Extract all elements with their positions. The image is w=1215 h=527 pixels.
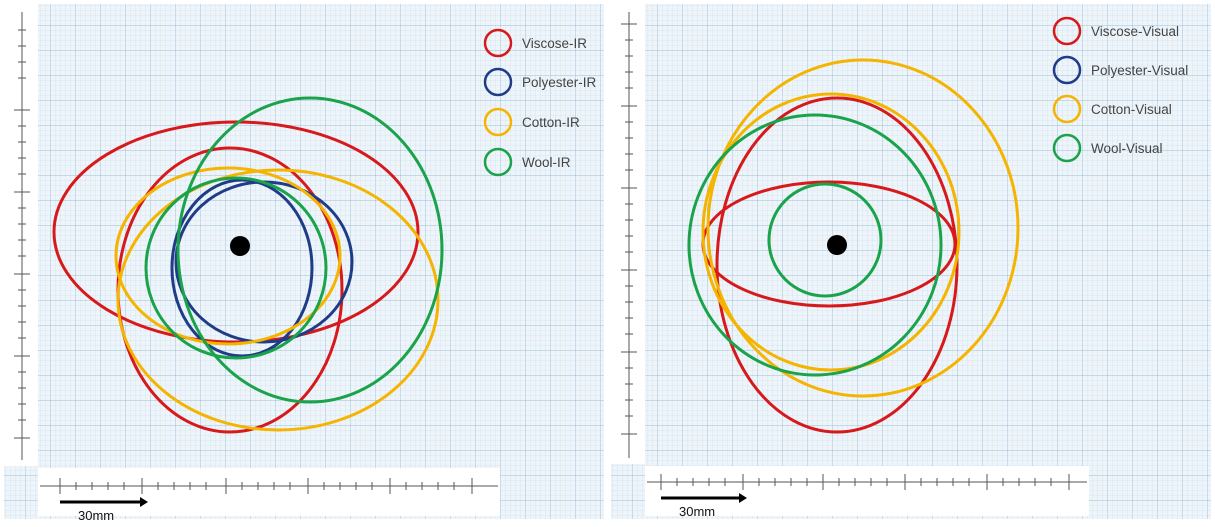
legend-label: Cotton-Visual bbox=[1091, 102, 1172, 117]
legend-swatch-polyester bbox=[1052, 55, 1082, 85]
legend-swatch-wool bbox=[483, 147, 513, 177]
legend-swatch-cotton bbox=[1052, 94, 1082, 124]
grid-paper bbox=[611, 4, 1211, 519]
cotton-visual-inner-outline bbox=[701, 92, 961, 372]
scale-label: 30mm bbox=[78, 508, 114, 523]
horizontal-ruler: 30mm bbox=[645, 466, 1089, 519]
scale-label: 30mm bbox=[679, 504, 715, 519]
wool-visual-outer-outline bbox=[687, 113, 943, 377]
ir-diagram: 30mm Viscose-IR Polyester-IR Cotton-IR W… bbox=[0, 0, 607, 527]
legend-label: Viscose-IR bbox=[522, 36, 587, 51]
ir-panel: 30mm Viscose-IR Polyester-IR Cotton-IR W… bbox=[0, 0, 607, 527]
legend-label: Polyester-Visual bbox=[1091, 63, 1188, 78]
horizontal-ruler: 30mm bbox=[38, 468, 500, 523]
cotton-ir-outer-outline bbox=[116, 168, 440, 432]
legend-label: Polyester-IR bbox=[522, 75, 597, 90]
legend-swatch-viscose bbox=[1052, 16, 1082, 46]
legend-swatch-cotton bbox=[483, 107, 513, 137]
viscose-visual-outer-outline bbox=[715, 96, 959, 434]
visual-legend: Viscose-Visual Polyester-Visual Cotton-V… bbox=[1052, 16, 1188, 163]
grid-paper bbox=[4, 4, 604, 519]
legend-swatch-wool bbox=[1052, 133, 1082, 163]
wool-ir-outline bbox=[144, 176, 328, 360]
visual-diagram: 30mm Viscose-Visual Polyester-Visual Cot… bbox=[607, 0, 1215, 527]
legend-swatch-polyester bbox=[483, 67, 513, 97]
legend-label: Wool-IR bbox=[522, 155, 571, 170]
vertical-ruler bbox=[4, 4, 38, 466]
visual-panel: 30mm Viscose-Visual Polyester-Visual Cot… bbox=[607, 0, 1215, 527]
cotton-ir-outline bbox=[114, 166, 342, 346]
wool-visual-outline bbox=[767, 182, 883, 298]
ir-legend: Viscose-IR Polyester-IR Cotton-IR Wool-I… bbox=[483, 28, 597, 177]
wool-ir-outer-outline bbox=[176, 96, 444, 404]
center-dot bbox=[827, 235, 847, 255]
scale-bar: 30mm bbox=[60, 497, 148, 523]
vertical-ruler bbox=[611, 4, 645, 464]
scale-bar: 30mm bbox=[661, 493, 747, 519]
viscose-ir-outline bbox=[52, 120, 420, 344]
cotton-visual-outline bbox=[706, 58, 1020, 398]
center-dot bbox=[230, 236, 250, 256]
legend-label: Wool-Visual bbox=[1091, 141, 1163, 156]
legend-label: Cotton-IR bbox=[522, 115, 580, 130]
legend-swatch-viscose bbox=[483, 28, 513, 58]
legend-label: Viscose-Visual bbox=[1091, 24, 1179, 39]
polyester-ir-inner-outline bbox=[170, 178, 314, 358]
